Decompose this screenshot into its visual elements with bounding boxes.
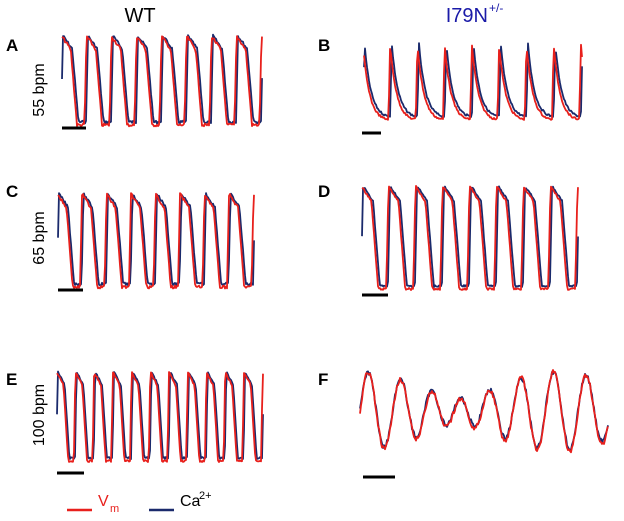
panel-letter: B — [318, 36, 330, 55]
trace — [61, 35, 263, 128]
panel-letter: F — [318, 370, 328, 389]
row-label: 65 bpm — [31, 211, 48, 264]
panel-letter: C — [6, 182, 18, 201]
trace — [359, 370, 609, 451]
trace — [363, 43, 583, 121]
column-title-sup: +/- — [489, 1, 503, 15]
row-label: 55 bpm — [31, 63, 48, 116]
trace — [361, 185, 579, 288]
legend-sup: 2+ — [199, 490, 212, 502]
panel-letter: D — [318, 182, 330, 201]
legend-text: Ca — [180, 493, 201, 510]
column-title: WT — [124, 5, 155, 27]
trace — [61, 33, 263, 125]
trace — [57, 192, 255, 290]
panel-letter: A — [6, 36, 18, 55]
trace — [57, 192, 255, 287]
panel-letter: E — [6, 370, 17, 389]
traces — [56, 33, 609, 463]
legend-sub: m — [110, 503, 119, 515]
row-label: 100 bpm — [31, 384, 48, 446]
trace — [359, 369, 609, 454]
trace — [56, 371, 264, 463]
trace — [363, 42, 583, 118]
trace — [361, 185, 579, 291]
legend-text: V — [98, 493, 109, 510]
column-title: I79N — [446, 5, 488, 27]
